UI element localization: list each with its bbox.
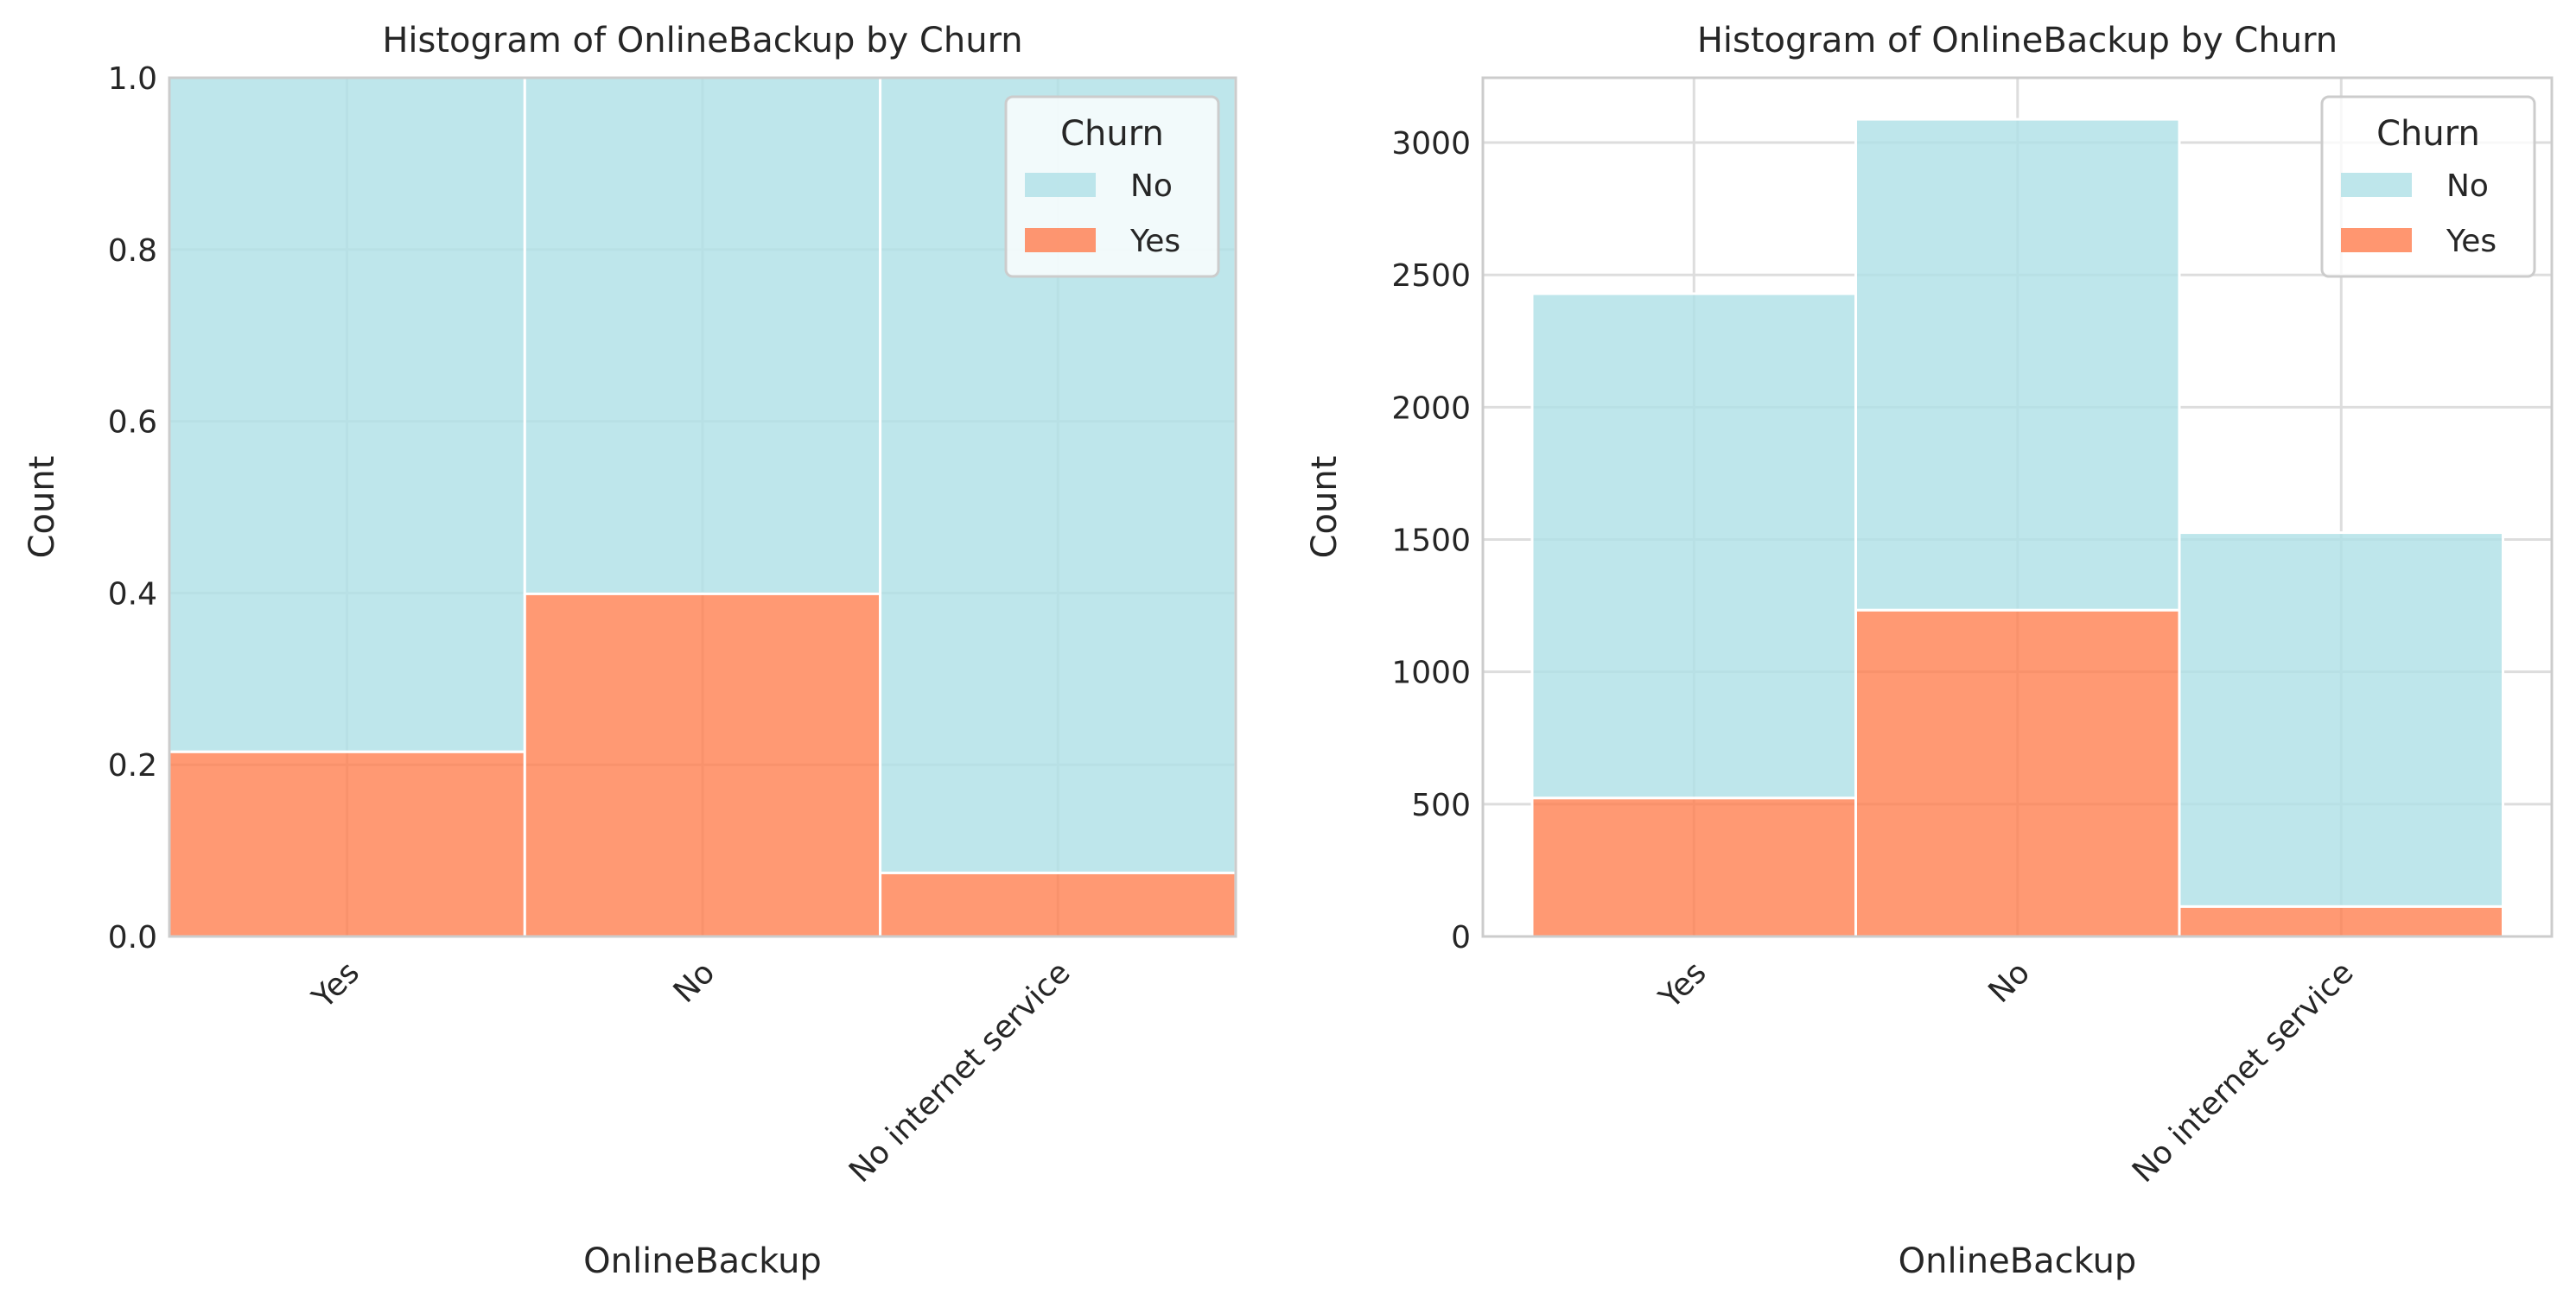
bar-no-1 [1854, 117, 2181, 612]
y-tick-label: 500 [1411, 788, 1471, 823]
y-tick-label: 1000 [1391, 656, 1471, 691]
y-tick-label: 1.0 [108, 61, 157, 97]
y-axis-label: Count [1305, 456, 1345, 559]
y-tick-label: 0.8 [108, 233, 157, 269]
y-axis-label: Count [22, 456, 62, 559]
bar-yes-0 [1530, 797, 1857, 938]
y-tick-label: 3000 [1391, 126, 1471, 162]
legend-swatch-yes [2341, 228, 2412, 252]
bar-yes-0 [168, 750, 526, 938]
x-tick-label: No internet service [843, 955, 1078, 1190]
x-axis-label: OnlineBackup [583, 1241, 822, 1281]
axes-frame [1481, 76, 2554, 938]
y-tick-label: 2000 [1391, 390, 1471, 426]
y-tick-label: 1500 [1391, 524, 1471, 559]
y-tick-label: 0.2 [108, 748, 157, 784]
legend: Churn No Yes [2320, 95, 2536, 278]
legend-title: Churn [2376, 114, 2480, 154]
x-tick-label: No [1981, 955, 2037, 1010]
bar-yes-2 [879, 871, 1237, 938]
legend-label-no: No [1130, 168, 1173, 204]
legend: Churn No Yes [1004, 95, 1220, 278]
y-tick-label: 0 [1451, 920, 1471, 955]
x-tick-label: No [667, 955, 722, 1010]
x-tick-label: No internet service [2126, 955, 2361, 1190]
legend-swatch-no [1025, 173, 1096, 197]
axes-frame [168, 76, 1237, 938]
legend-title: Churn [1060, 114, 1164, 154]
bar-no-2 [2178, 531, 2504, 908]
chart-title: Histogram of OnlineBackup by Churn [382, 21, 1022, 60]
bar-yes-1 [523, 592, 882, 938]
x-tick-label: Yes [1652, 955, 1714, 1016]
legend-swatch-no [2341, 173, 2412, 197]
bar-no-0 [1530, 292, 1857, 800]
x-tick-label: Yes [305, 955, 366, 1016]
y-tick-label: 0.0 [108, 920, 157, 955]
legend-swatch-yes [1025, 228, 1096, 252]
y-tick-label: 2500 [1391, 258, 1471, 294]
bar-yes-1 [1854, 608, 2181, 938]
y-tick-label: 0.6 [108, 405, 157, 441]
chart-title: Histogram of OnlineBackup by Churn [1697, 21, 2337, 60]
chart-panel-2: 0 500 1000 1500 2000 2500 3000 Yes No No internet… [1305, 21, 2554, 1281]
bar-no-0 [168, 76, 526, 753]
legend-label-no: No [2446, 168, 2489, 204]
y-tick-label: 0.4 [108, 576, 157, 612]
legend-label-yes: Yes [1129, 224, 1180, 259]
x-axis-label: OnlineBackup [1899, 1241, 2137, 1281]
bar-yes-2 [2178, 905, 2504, 938]
chart-panel-1: 0.0 0.2 0.4 0.6 0.8 1.0 Yes No No internet servi… [22, 21, 1237, 1281]
bar-no-1 [523, 76, 882, 595]
legend-label-yes: Yes [2446, 224, 2496, 259]
